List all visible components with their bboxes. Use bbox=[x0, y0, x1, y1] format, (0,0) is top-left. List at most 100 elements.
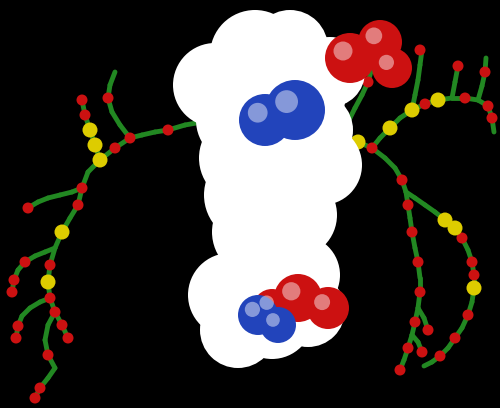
Circle shape bbox=[235, 68, 315, 148]
Circle shape bbox=[211, 91, 244, 124]
Circle shape bbox=[236, 253, 270, 286]
Circle shape bbox=[266, 186, 298, 220]
Circle shape bbox=[76, 182, 88, 193]
Circle shape bbox=[456, 233, 468, 244]
Circle shape bbox=[110, 142, 120, 153]
Circle shape bbox=[462, 310, 473, 321]
Circle shape bbox=[404, 102, 419, 118]
Circle shape bbox=[102, 93, 114, 104]
Circle shape bbox=[42, 350, 54, 361]
Circle shape bbox=[314, 294, 330, 310]
Circle shape bbox=[266, 115, 278, 126]
Circle shape bbox=[414, 44, 426, 55]
Circle shape bbox=[468, 270, 479, 281]
Circle shape bbox=[56, 319, 68, 330]
Circle shape bbox=[260, 295, 274, 310]
Circle shape bbox=[213, 305, 242, 334]
Circle shape bbox=[274, 248, 304, 279]
Circle shape bbox=[379, 55, 394, 70]
Circle shape bbox=[260, 307, 296, 343]
Circle shape bbox=[232, 113, 243, 124]
Circle shape bbox=[286, 71, 314, 99]
Circle shape bbox=[302, 120, 314, 131]
Circle shape bbox=[226, 25, 260, 60]
Circle shape bbox=[92, 153, 108, 168]
Circle shape bbox=[265, 80, 325, 140]
Circle shape bbox=[188, 57, 219, 89]
Circle shape bbox=[290, 105, 319, 134]
Circle shape bbox=[162, 124, 173, 135]
Circle shape bbox=[50, 306, 60, 317]
Circle shape bbox=[80, 109, 90, 120]
Circle shape bbox=[396, 175, 407, 186]
Circle shape bbox=[30, 392, 40, 404]
Circle shape bbox=[231, 277, 313, 359]
Circle shape bbox=[210, 10, 300, 100]
Circle shape bbox=[259, 64, 331, 136]
Circle shape bbox=[482, 100, 494, 111]
Circle shape bbox=[124, 133, 136, 144]
Circle shape bbox=[40, 275, 56, 290]
Circle shape bbox=[372, 48, 412, 88]
Circle shape bbox=[244, 134, 332, 222]
Circle shape bbox=[253, 289, 291, 327]
Circle shape bbox=[448, 220, 462, 235]
Circle shape bbox=[214, 128, 250, 163]
Circle shape bbox=[480, 67, 490, 78]
Circle shape bbox=[82, 122, 98, 137]
Circle shape bbox=[275, 90, 298, 113]
Circle shape bbox=[54, 224, 70, 239]
Circle shape bbox=[486, 113, 498, 124]
Circle shape bbox=[200, 292, 276, 368]
Circle shape bbox=[245, 302, 260, 317]
Circle shape bbox=[358, 20, 402, 64]
Circle shape bbox=[274, 274, 322, 322]
Circle shape bbox=[307, 49, 334, 75]
Circle shape bbox=[34, 383, 46, 393]
Circle shape bbox=[62, 333, 74, 344]
Circle shape bbox=[238, 100, 322, 184]
Circle shape bbox=[239, 94, 291, 146]
Circle shape bbox=[266, 313, 280, 327]
Circle shape bbox=[420, 98, 430, 109]
Circle shape bbox=[414, 286, 426, 297]
Circle shape bbox=[88, 137, 102, 153]
Circle shape bbox=[196, 117, 207, 127]
Circle shape bbox=[199, 112, 291, 204]
Circle shape bbox=[248, 103, 268, 122]
Circle shape bbox=[466, 281, 481, 295]
Circle shape bbox=[452, 60, 464, 71]
Circle shape bbox=[10, 333, 22, 344]
Circle shape bbox=[44, 259, 56, 271]
Circle shape bbox=[282, 125, 362, 205]
Circle shape bbox=[282, 282, 300, 300]
Circle shape bbox=[252, 114, 284, 146]
Circle shape bbox=[76, 95, 88, 106]
Circle shape bbox=[260, 235, 340, 315]
Circle shape bbox=[245, 291, 276, 322]
Circle shape bbox=[72, 200, 84, 211]
Circle shape bbox=[202, 267, 234, 299]
Circle shape bbox=[274, 59, 346, 131]
Circle shape bbox=[295, 37, 365, 107]
Circle shape bbox=[6, 286, 18, 297]
Circle shape bbox=[350, 135, 366, 149]
Circle shape bbox=[412, 257, 424, 268]
Circle shape bbox=[430, 93, 446, 107]
Circle shape bbox=[271, 76, 298, 104]
Circle shape bbox=[394, 364, 406, 375]
Circle shape bbox=[434, 350, 446, 361]
Circle shape bbox=[220, 163, 257, 200]
Circle shape bbox=[248, 82, 279, 112]
Circle shape bbox=[460, 93, 470, 104]
Circle shape bbox=[221, 238, 309, 326]
Circle shape bbox=[366, 142, 378, 153]
Circle shape bbox=[44, 293, 56, 304]
Circle shape bbox=[196, 76, 284, 164]
Circle shape bbox=[334, 42, 352, 60]
Circle shape bbox=[410, 317, 420, 328]
Circle shape bbox=[402, 200, 413, 211]
Circle shape bbox=[251, 172, 337, 258]
Circle shape bbox=[416, 346, 428, 357]
Circle shape bbox=[325, 33, 375, 83]
